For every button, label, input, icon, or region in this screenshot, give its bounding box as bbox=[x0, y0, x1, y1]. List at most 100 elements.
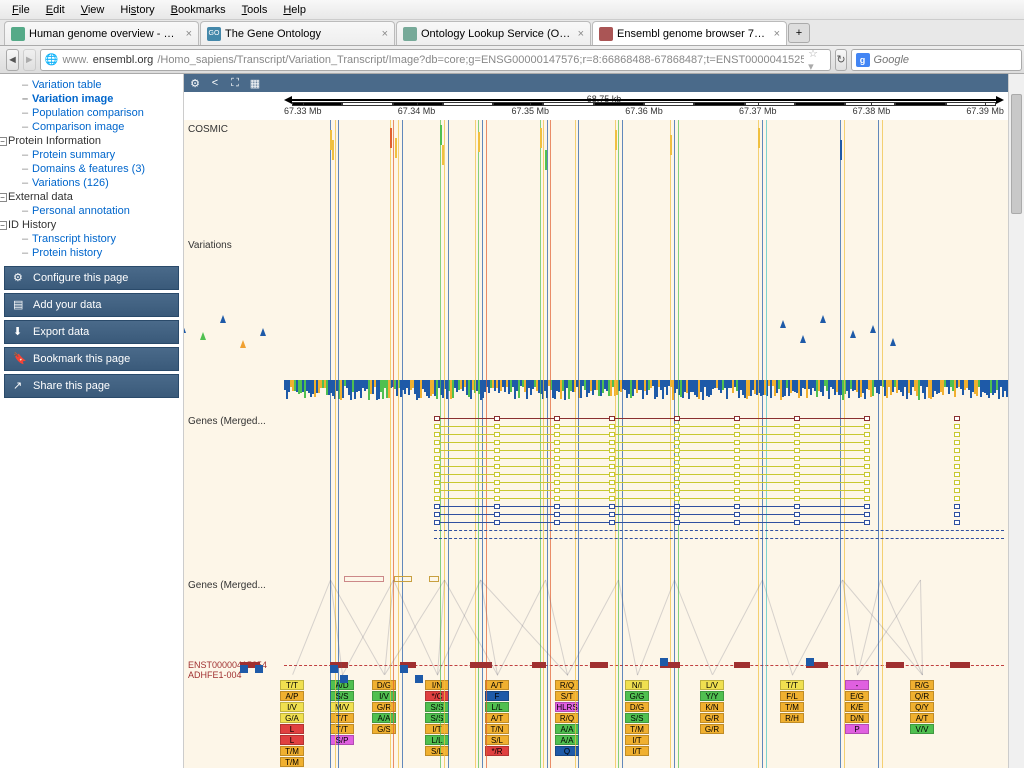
aa-column: L/VY/YK/NG/RG/R bbox=[700, 680, 724, 735]
aa-tag: G/R bbox=[700, 724, 724, 734]
aa-tag: L/V bbox=[700, 680, 724, 690]
browser-tab[interactable]: GOThe Gene Ontology× bbox=[200, 21, 395, 45]
action-button[interactable]: ▤Add your data bbox=[4, 293, 179, 317]
action-button[interactable]: ⬇Export data bbox=[4, 320, 179, 344]
tree-section-header[interactable]: −Protein Information bbox=[0, 134, 183, 148]
aa-column: T/TA/PI/VG/ALLT/MT/M bbox=[280, 680, 304, 768]
tree-item[interactable]: Comparison image bbox=[0, 120, 183, 134]
tree-item[interactable]: Variation table bbox=[0, 78, 183, 92]
menu-history[interactable]: History bbox=[112, 2, 162, 18]
action-button[interactable]: ⚙Configure this page bbox=[4, 266, 179, 290]
search-input[interactable] bbox=[874, 54, 1017, 66]
url-bar[interactable]: 🌐 www.ensembl.org/Homo_sapiens/Transcrip… bbox=[40, 49, 832, 71]
aa-column: I/N*/CS/SS/SI/TL/LS/L bbox=[425, 680, 449, 757]
content: Variation tableVariation imagePopulation… bbox=[0, 74, 1024, 768]
action-button[interactable]: ↗Share this page bbox=[4, 374, 179, 398]
cosmic-tick bbox=[540, 128, 542, 148]
tab-close-icon[interactable]: × bbox=[186, 28, 192, 40]
aa-column: N/IG/GD/GS/ST/MI/TI/T bbox=[625, 680, 649, 757]
share-icon[interactable]: < bbox=[208, 76, 222, 90]
aa-tag: K/N bbox=[700, 702, 724, 712]
gene-line bbox=[434, 538, 1004, 539]
ruler-tick: 67.35 Mb bbox=[511, 106, 549, 116]
genes1-label: Genes (Merged... bbox=[188, 416, 266, 427]
cosmic-tick bbox=[442, 145, 444, 165]
variant-line bbox=[762, 120, 763, 768]
aa-tag: E/G bbox=[845, 691, 869, 701]
tree-item[interactable]: Personal annotation bbox=[0, 204, 183, 218]
tree-section-header[interactable]: −External data bbox=[0, 190, 183, 204]
tree-toggle-icon[interactable]: − bbox=[0, 221, 7, 230]
aa-tag: G/G bbox=[625, 691, 649, 701]
cosmic-tick bbox=[390, 128, 392, 148]
aa-tag: A/T bbox=[910, 713, 934, 723]
tab-close-icon[interactable]: × bbox=[382, 28, 388, 40]
tree-toggle-icon[interactable]: − bbox=[0, 193, 7, 202]
tree-item[interactable]: Protein summary bbox=[0, 148, 183, 162]
aa-tag: - bbox=[845, 680, 869, 690]
aa-tag: T/M bbox=[780, 702, 804, 712]
action-label: Bookmark this page bbox=[33, 353, 130, 365]
tab-title: Ensembl genome browser 73: Homo ... bbox=[617, 28, 770, 40]
tree-item[interactable]: Population comparison bbox=[0, 106, 183, 120]
tab-favicon-icon bbox=[11, 27, 25, 41]
aa-tag: I/T bbox=[625, 735, 649, 745]
gene-box bbox=[344, 576, 384, 582]
action-icon: ▤ bbox=[13, 298, 27, 312]
variation-arrow-icon bbox=[780, 320, 786, 328]
url-host: ensembl.org bbox=[93, 54, 154, 66]
menubar: File Edit View History Bookmarks Tools H… bbox=[0, 0, 1024, 20]
menu-edit[interactable]: Edit bbox=[38, 2, 73, 18]
browser-tab[interactable]: Ontology Lookup Service (OLS)× bbox=[396, 21, 591, 45]
tree-item[interactable]: Transcript history bbox=[0, 232, 183, 246]
aa-tag: I/N bbox=[425, 680, 449, 690]
tree-section-header[interactable]: −ID History bbox=[0, 218, 183, 232]
aa-tag: G/A bbox=[280, 713, 304, 723]
action-button[interactable]: 🔖Bookmark this page bbox=[4, 347, 179, 371]
menu-tools[interactable]: Tools bbox=[234, 2, 276, 18]
aa-tag: R/H bbox=[780, 713, 804, 723]
menu-help[interactable]: Help bbox=[275, 2, 314, 18]
reload-button[interactable]: ↻ bbox=[835, 49, 846, 71]
genome-view[interactable]: COSMIC Variations Genes (Merged... Genes… bbox=[184, 120, 1024, 768]
aa-tag: S/S bbox=[425, 713, 449, 723]
configure-icon[interactable]: ⚙ bbox=[188, 76, 202, 90]
search-box[interactable]: g bbox=[851, 49, 1022, 71]
variant-line bbox=[575, 120, 576, 768]
scroll-thumb[interactable] bbox=[1011, 94, 1022, 214]
vertical-scrollbar[interactable] bbox=[1008, 74, 1024, 768]
variation-arrow-icon bbox=[184, 325, 186, 333]
menu-view[interactable]: View bbox=[73, 2, 113, 18]
resize-icon[interactable]: ⛶ bbox=[228, 76, 242, 90]
tab-title: Human genome overview - Genome ... bbox=[29, 28, 182, 40]
menu-bookmarks[interactable]: Bookmarks bbox=[163, 2, 234, 18]
variant-line bbox=[766, 120, 767, 768]
forward-button[interactable]: ► bbox=[23, 49, 36, 71]
tab-close-icon[interactable]: × bbox=[578, 28, 584, 40]
tree-item[interactable]: Domains & features (3) bbox=[0, 162, 183, 176]
menu-file[interactable]: File bbox=[4, 2, 38, 18]
variant-line bbox=[543, 120, 544, 768]
aa-tag: I/T bbox=[625, 746, 649, 756]
aa-tag: S/L bbox=[425, 746, 449, 756]
variation-arrow-icon bbox=[850, 330, 856, 338]
browser-tab[interactable]: Human genome overview - Genome ... × bbox=[4, 21, 199, 45]
exon-box bbox=[734, 662, 750, 668]
aa-tag: R/G bbox=[910, 680, 934, 690]
variant-line bbox=[478, 120, 479, 768]
tree-toggle-icon[interactable]: − bbox=[0, 137, 7, 146]
tab-close-icon[interactable]: × bbox=[774, 28, 780, 40]
tree-item[interactable]: Protein history bbox=[0, 246, 183, 260]
aa-tag: N/I bbox=[625, 680, 649, 690]
bookmark-star-icon[interactable]: ☆ ▾ bbox=[808, 47, 826, 73]
new-tab-button[interactable]: + bbox=[788, 23, 810, 43]
cosmic-tick bbox=[332, 140, 334, 160]
tree-item[interactable]: Variation image bbox=[0, 92, 183, 106]
image-icon[interactable]: ▦ bbox=[248, 76, 262, 90]
browser-tab[interactable]: Ensembl genome browser 73: Homo ... × bbox=[592, 21, 787, 45]
tree-item[interactable]: Variations (126) bbox=[0, 176, 183, 190]
gene-line bbox=[434, 426, 864, 427]
aa-tag: S/S bbox=[625, 713, 649, 723]
back-button[interactable]: ◄ bbox=[6, 49, 19, 71]
url-prefix: www. bbox=[62, 54, 88, 66]
